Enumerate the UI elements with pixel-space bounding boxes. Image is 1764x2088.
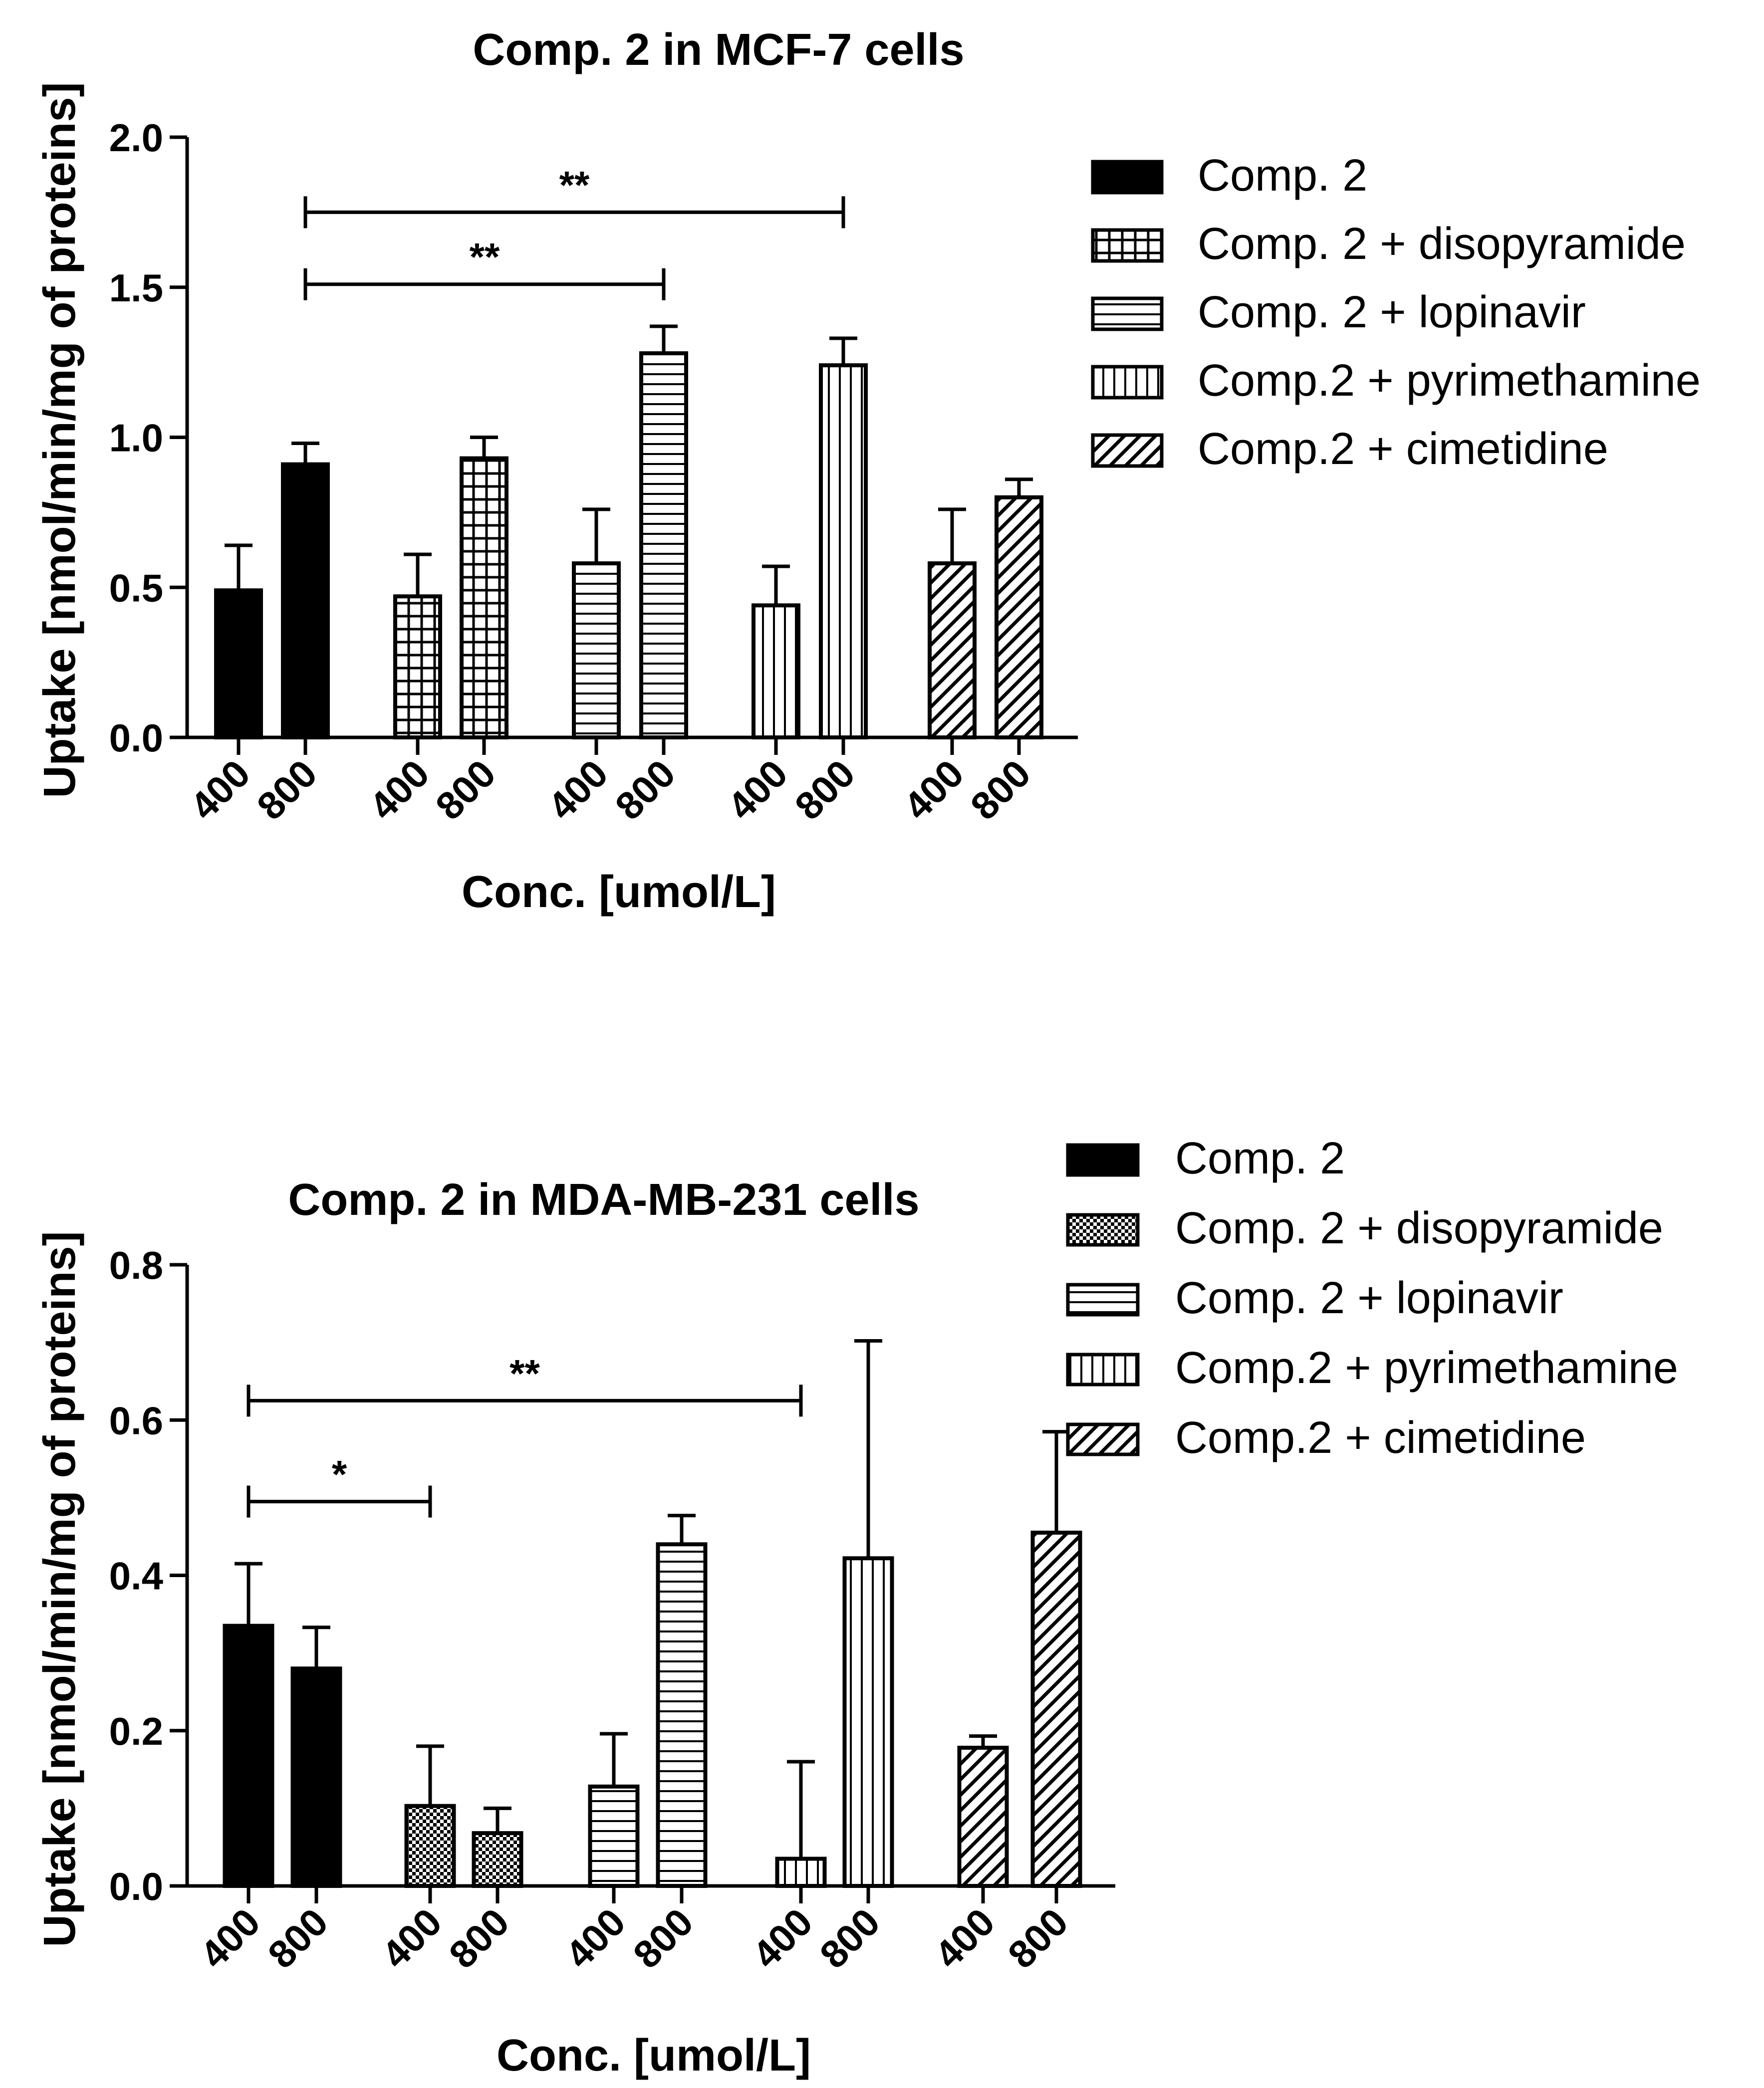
y-tick-label: 1.0 xyxy=(109,416,163,460)
bar xyxy=(995,495,1043,739)
x-tick-label: 800 xyxy=(786,751,863,828)
x-tick-label: 800 xyxy=(427,751,504,828)
x-tick-label: 800 xyxy=(625,1900,702,1977)
x-tick-label: 400 xyxy=(895,751,972,828)
bar xyxy=(752,603,800,739)
bar xyxy=(290,1666,342,1888)
bar xyxy=(842,1556,894,1888)
x-tick-label: 400 xyxy=(744,1900,821,1977)
y-tick-label: 2.0 xyxy=(109,116,163,160)
bar xyxy=(775,1856,827,1888)
bar xyxy=(214,588,263,739)
legend-label: Comp.2 + cimetidine xyxy=(1175,1413,1586,1463)
x-tick-label: 800 xyxy=(259,1900,336,1977)
y-tick-label: 0.0 xyxy=(109,1864,163,1908)
chart-1-y-axis-label: Uptake [nmol/min/mg of proteins] xyxy=(35,82,85,798)
chart-2-legend: Comp. 2 Comp. 2 + disopyramide Comp. 2 + l… xyxy=(1066,1134,1678,1463)
legend-label: Comp. 2 + lopinavir xyxy=(1198,287,1586,337)
x-tick-label: 400 xyxy=(539,751,616,828)
bar xyxy=(404,1804,456,1888)
x-tick-label: 800 xyxy=(962,751,1039,828)
chart-2-bars xyxy=(223,1339,1082,1888)
legend-swatch xyxy=(1066,1213,1140,1247)
x-tick-label: 400 xyxy=(557,1900,634,1977)
x-tick-label: 400 xyxy=(361,751,438,828)
y-tick-label: 0.5 xyxy=(109,566,163,610)
legend-label: Comp.2 + cimetidine xyxy=(1198,424,1608,474)
chart-1-legend: Comp. 2 Comp. 2 + disopyramide Comp. 2 + l… xyxy=(1091,151,1701,474)
bar xyxy=(281,462,330,739)
chart-1-title: Comp. 2 in MCF-7 cells xyxy=(473,25,964,75)
chart-1-bars xyxy=(214,324,1043,740)
significance-label: ** xyxy=(559,163,590,207)
chart-2: Comp. 2 in MDA-MB-231 cells Uptake [nmol… xyxy=(35,1134,1678,2081)
significance-label: ** xyxy=(470,235,500,279)
legend-label: Comp. 2 xyxy=(1175,1134,1345,1183)
legend-swatch xyxy=(1091,228,1164,263)
legend-swatch xyxy=(1066,1422,1140,1456)
y-tick-label: 0.6 xyxy=(109,1398,163,1442)
legend-label: Comp. 2 + disopyramide xyxy=(1175,1203,1663,1253)
x-tick-label: 400 xyxy=(373,1900,450,1977)
legend-swatch xyxy=(1066,1143,1140,1177)
x-tick-label: 800 xyxy=(441,1900,517,1977)
bar xyxy=(819,363,868,739)
significance-label: ** xyxy=(509,1351,540,1395)
bar xyxy=(223,1624,274,1888)
bar xyxy=(472,1831,523,1888)
x-tick-label: 800 xyxy=(811,1900,888,1977)
x-tick-label: 400 xyxy=(926,1900,1003,1977)
significance-bracket xyxy=(247,1385,803,1417)
bar xyxy=(639,351,688,739)
x-tick-label: 400 xyxy=(192,1900,268,1977)
chart-1: Comp. 2 in MCF-7 cells Uptake [nmol/min/… xyxy=(35,25,1701,917)
legend-swatch xyxy=(1066,1283,1140,1317)
y-tick-label: 0.4 xyxy=(109,1554,163,1598)
x-tick-label: 400 xyxy=(719,751,796,828)
chart-2-y-axis-label: Uptake [nmol/min/mg of proteins] xyxy=(35,1231,85,1947)
chart-1-significance: ** ** xyxy=(303,163,845,300)
chart-2-x-axis-label: Conc. [umol/L] xyxy=(497,2031,811,2081)
y-tick-label: 0.2 xyxy=(109,1709,163,1753)
bar xyxy=(656,1542,708,1888)
legend-swatch xyxy=(1091,433,1164,468)
bar xyxy=(393,594,442,740)
significance-bracket xyxy=(303,196,845,229)
legend-label: Comp.2 + pyrimethamine xyxy=(1198,356,1701,406)
legend-label: Comp. 2 + disopyramide xyxy=(1198,219,1686,269)
y-tick-label: 0.0 xyxy=(109,716,163,760)
legend-label: Comp.2 + pyrimethamine xyxy=(1175,1343,1678,1393)
legend-label: Comp. 2 xyxy=(1198,151,1367,201)
legend-swatch xyxy=(1091,160,1164,195)
bar xyxy=(928,561,977,739)
x-tick-label: 800 xyxy=(249,751,325,828)
bar xyxy=(588,1784,640,1888)
x-tick-label: 800 xyxy=(1000,1900,1076,1977)
legend-swatch xyxy=(1091,365,1164,400)
bar xyxy=(1030,1530,1082,1888)
legend-swatch xyxy=(1091,296,1164,331)
legend-label: Comp. 2 + lopinavir xyxy=(1175,1273,1563,1323)
x-tick-label: 800 xyxy=(607,751,684,828)
bar xyxy=(460,456,508,739)
bar xyxy=(957,1745,1009,1888)
significance-label: * xyxy=(332,1452,347,1496)
chart-1-x-axis-label: Conc. [umol/L] xyxy=(462,867,776,917)
x-tick-label: 400 xyxy=(182,751,258,828)
y-tick-label: 1.5 xyxy=(109,266,163,310)
significance-bracket xyxy=(247,1485,432,1518)
y-tick-label: 0.8 xyxy=(109,1243,163,1287)
chart-2-significance: *** xyxy=(247,1351,803,1518)
significance-bracket xyxy=(303,268,666,300)
legend-swatch xyxy=(1066,1353,1140,1387)
chart-2-title: Comp. 2 in MDA-MB-231 cells xyxy=(288,1175,919,1225)
bar xyxy=(572,561,621,739)
